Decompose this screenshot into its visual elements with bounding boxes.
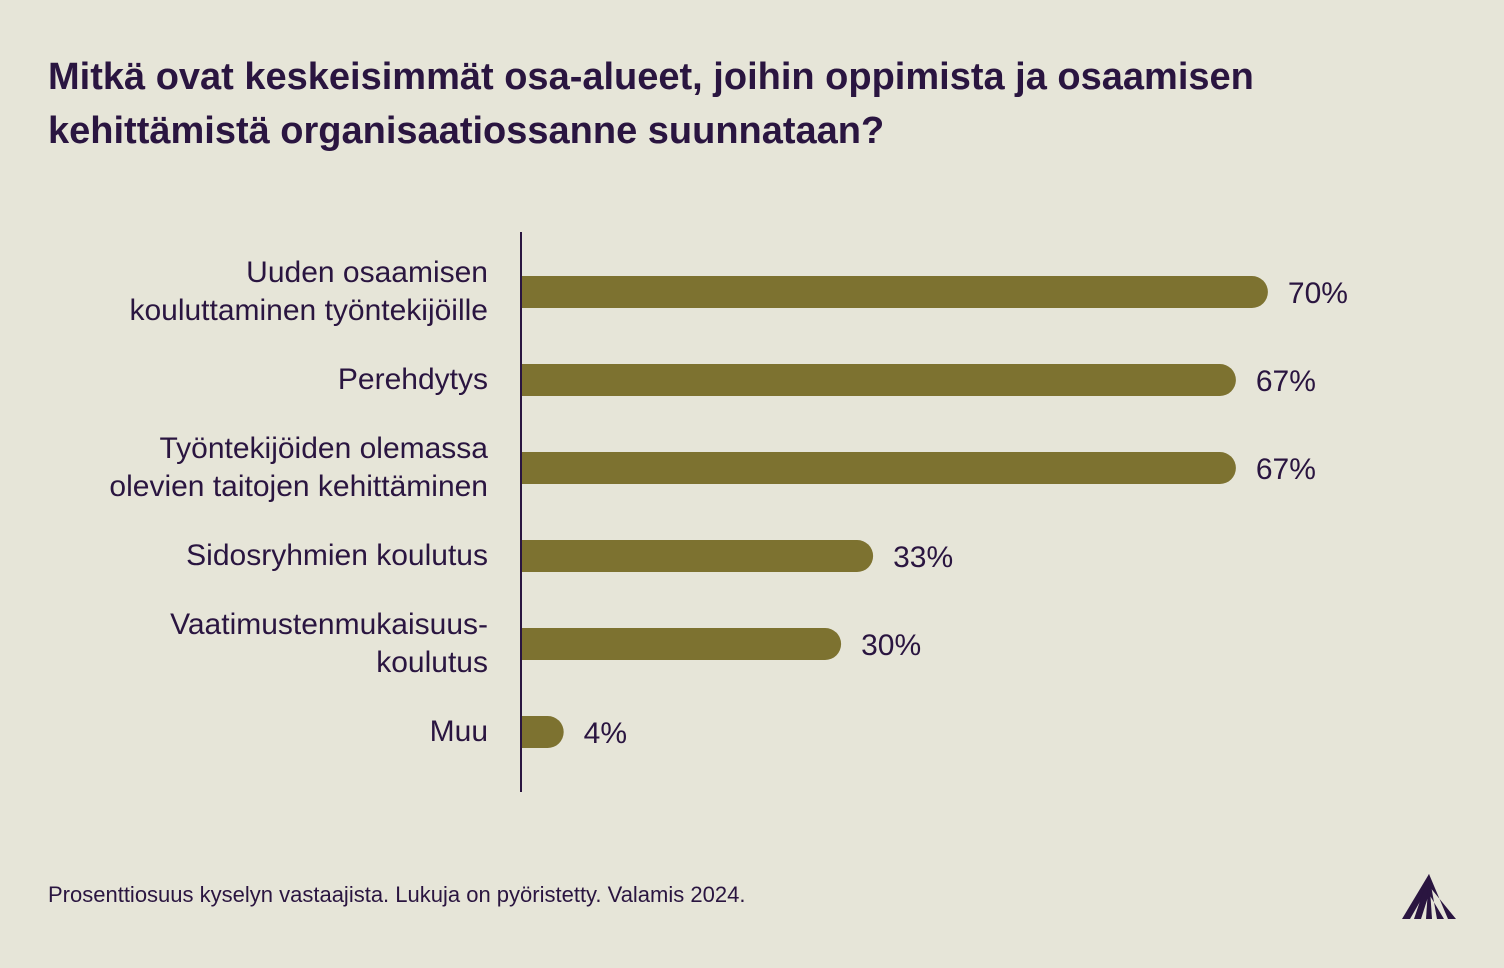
footnote: Prosenttiosuus kyselyn vastaajista. Luku…	[48, 882, 746, 907]
bar	[522, 628, 842, 660]
value-label: 67%	[1256, 365, 1316, 398]
category-label-line: Muu	[429, 715, 488, 748]
category-label: Vaatimustenmukaisuus-koulutus	[170, 606, 488, 682]
bar	[522, 276, 1268, 308]
bar	[522, 364, 1236, 396]
bar	[522, 540, 874, 572]
chart-title-line-1: Mitkä ovat keskeisimmät osa-alueet, joih…	[48, 56, 1254, 98]
value-label: 67%	[1256, 453, 1316, 486]
category-label-line: Vaatimustenmukaisuus-	[170, 608, 488, 641]
value-label: 30%	[861, 629, 921, 662]
category-label: Uuden osaamisen kouluttaminen työntekijöi…	[129, 254, 488, 330]
category-label-line: olevien taitojen kehittäminen	[109, 470, 488, 503]
category-label: Sidosryhmien koulutus	[186, 537, 488, 575]
category-label-line: Työntekijöiden olemassa	[159, 432, 488, 465]
chart-title: Mitkä ovat keskeisimmät osa-alueet, joih…	[48, 50, 1448, 158]
category-label-line: Sidosryhmien koulutus	[186, 539, 488, 572]
category-label: Perehdytys	[338, 361, 488, 399]
category-label-line: Uuden osaamisen	[246, 256, 488, 289]
bar	[522, 452, 1236, 484]
category-label: Työntekijöiden olemassa olevien taitojen …	[109, 430, 488, 506]
category-label-line: Perehdytys	[337, 363, 488, 396]
category-label: Muu	[430, 713, 488, 751]
value-label: 4%	[584, 717, 627, 750]
value-label: 33%	[893, 541, 953, 574]
value-label: 70%	[1288, 277, 1348, 310]
chart-title-line-2: kehittämistä organisaatiossanne suunnata…	[48, 110, 885, 152]
category-label-line: kouluttaminen työntekijöille	[129, 294, 488, 327]
category-label-line: koulutus	[376, 646, 488, 679]
bar	[522, 716, 564, 748]
valamis-logo-icon	[1402, 874, 1456, 919]
